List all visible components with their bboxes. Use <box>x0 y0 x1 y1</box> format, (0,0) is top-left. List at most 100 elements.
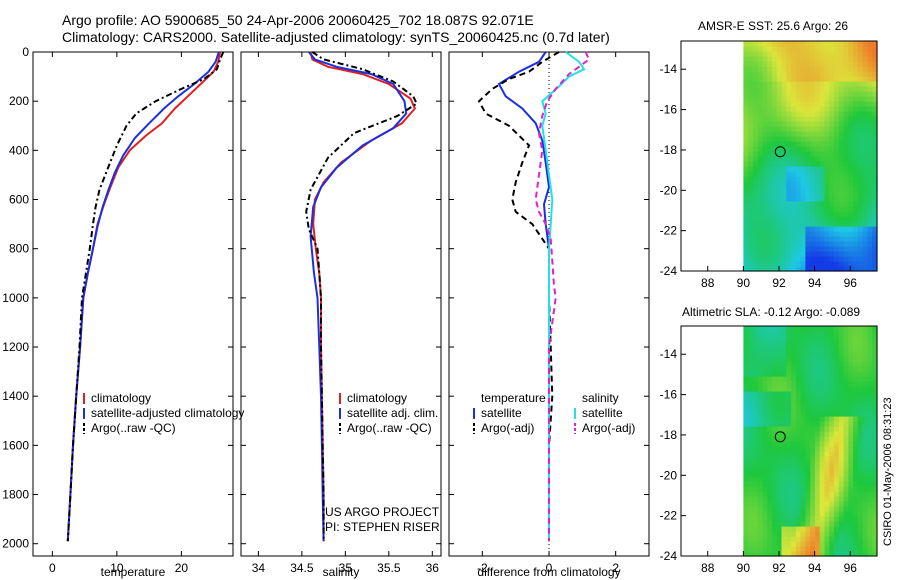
sla_map-cell <box>800 436 806 442</box>
sla_map-cell <box>772 351 778 357</box>
sla_map-cell <box>762 456 768 462</box>
sst_map-cell <box>824 156 830 162</box>
sla_map-cell <box>791 366 797 372</box>
sla_map-cell <box>829 426 835 432</box>
sst_map-cell <box>762 176 768 182</box>
sst_map-cell <box>748 211 754 217</box>
sla_map-cell <box>805 491 811 497</box>
sst_map-cell <box>781 206 787 212</box>
sst_map-xtick-label: 90 <box>737 276 751 290</box>
sla_map-cell <box>838 341 845 347</box>
sla_map-cell <box>795 441 802 447</box>
sst_map-cell <box>786 226 792 232</box>
sla_map-cell <box>819 431 826 437</box>
sst_map-cell <box>872 181 878 187</box>
sla_map-cell <box>824 366 830 372</box>
sst_map-cell <box>829 61 835 67</box>
sla_map-cell <box>829 466 835 472</box>
sla_map-cell <box>843 376 849 382</box>
sla_map-cell <box>762 346 768 352</box>
sla_map-cell <box>834 501 840 507</box>
sla_map-cell <box>862 511 869 517</box>
sst_map-cell <box>791 186 797 192</box>
sst_map-cell <box>748 151 754 157</box>
sst_map-cell <box>748 41 754 47</box>
sst_map-cell <box>800 186 806 192</box>
sst_map-cell <box>776 51 783 57</box>
sla_map-cell <box>834 436 840 442</box>
sst_map-cell <box>767 161 773 167</box>
sla_map-cell <box>743 481 749 487</box>
sst_map-cell <box>781 101 787 107</box>
sla_map-cell <box>872 391 878 397</box>
sla_map-cell <box>848 506 854 512</box>
sst_map-cell <box>795 176 802 182</box>
sla_map-cell <box>781 326 787 332</box>
sla_map-cell <box>772 481 778 487</box>
sla_map-cell <box>829 416 835 422</box>
sla_map-cell <box>824 516 830 522</box>
sst_map-cell <box>767 261 773 267</box>
sla_map-cell <box>800 406 806 412</box>
sla_map-cell <box>815 461 821 467</box>
sla_map-cell <box>838 521 845 527</box>
sst_map-cell <box>791 191 797 197</box>
sla_map-cell <box>810 461 816 467</box>
sst_map-cell <box>791 46 797 52</box>
sla_map-cell <box>834 446 840 452</box>
sst_map-cell <box>862 81 869 87</box>
sla_map-cell <box>838 356 845 362</box>
sst_map-cell <box>776 151 783 157</box>
sla_map-cell <box>795 436 802 442</box>
sla_map-cell <box>867 546 873 552</box>
sla_map-cell <box>810 431 816 437</box>
sla_map-cell <box>743 456 749 462</box>
sst_map-cell <box>786 111 792 117</box>
sla_map-cell <box>743 551 749 557</box>
sst_map-cell <box>857 146 864 152</box>
sst_map-cell <box>791 81 797 87</box>
sla_map-cell <box>786 471 792 477</box>
sst_map-cell <box>843 171 849 177</box>
sst_map-cell <box>743 141 749 147</box>
sst_map-cell <box>819 141 826 147</box>
sst_map-cell <box>776 96 783 102</box>
sst_map-cell <box>786 161 792 167</box>
sla_map-cell <box>872 476 878 482</box>
sst_map-cell <box>795 66 802 72</box>
sla_map-cell <box>819 426 826 432</box>
sst_map-cell <box>838 241 845 247</box>
sla_map-cell <box>829 341 835 347</box>
sla_map-cell <box>776 341 783 347</box>
sla_map-cell <box>857 411 864 417</box>
sst_map-cell <box>862 91 869 97</box>
sst_map-cell <box>843 186 849 192</box>
sla_map-cell <box>819 491 826 497</box>
sst_map-cell <box>853 51 859 57</box>
sla_map-cell <box>829 481 835 487</box>
sla_map-cell <box>757 506 764 512</box>
sla_map-cell <box>757 436 764 442</box>
sla_map-cell <box>772 416 778 422</box>
difference-legend-temp-sat-label: satellite <box>481 406 522 420</box>
sst_map-cell <box>743 216 749 222</box>
sla_map-cell <box>853 461 859 467</box>
sst_map-cell <box>862 151 869 157</box>
sst_map-cell <box>752 191 759 197</box>
sla_map-cell <box>819 371 826 377</box>
sst_map-cell <box>810 246 816 252</box>
sst_map-cell <box>805 181 811 187</box>
sst_map-cell <box>791 111 797 117</box>
sst_map-cell <box>743 171 749 177</box>
sst_map-cell <box>857 151 864 157</box>
sst_map-cell <box>819 66 826 72</box>
sst_map-cell <box>762 201 768 207</box>
sla_map-cell <box>791 451 797 457</box>
sla_map-cell <box>767 396 773 402</box>
sst_map-cell <box>819 126 826 132</box>
sst_map-cell <box>857 251 864 257</box>
sla_map-cell <box>752 361 759 367</box>
sst_map-cell <box>767 156 773 162</box>
sst_map-cell <box>872 106 878 112</box>
sla_map-cell <box>786 541 792 547</box>
